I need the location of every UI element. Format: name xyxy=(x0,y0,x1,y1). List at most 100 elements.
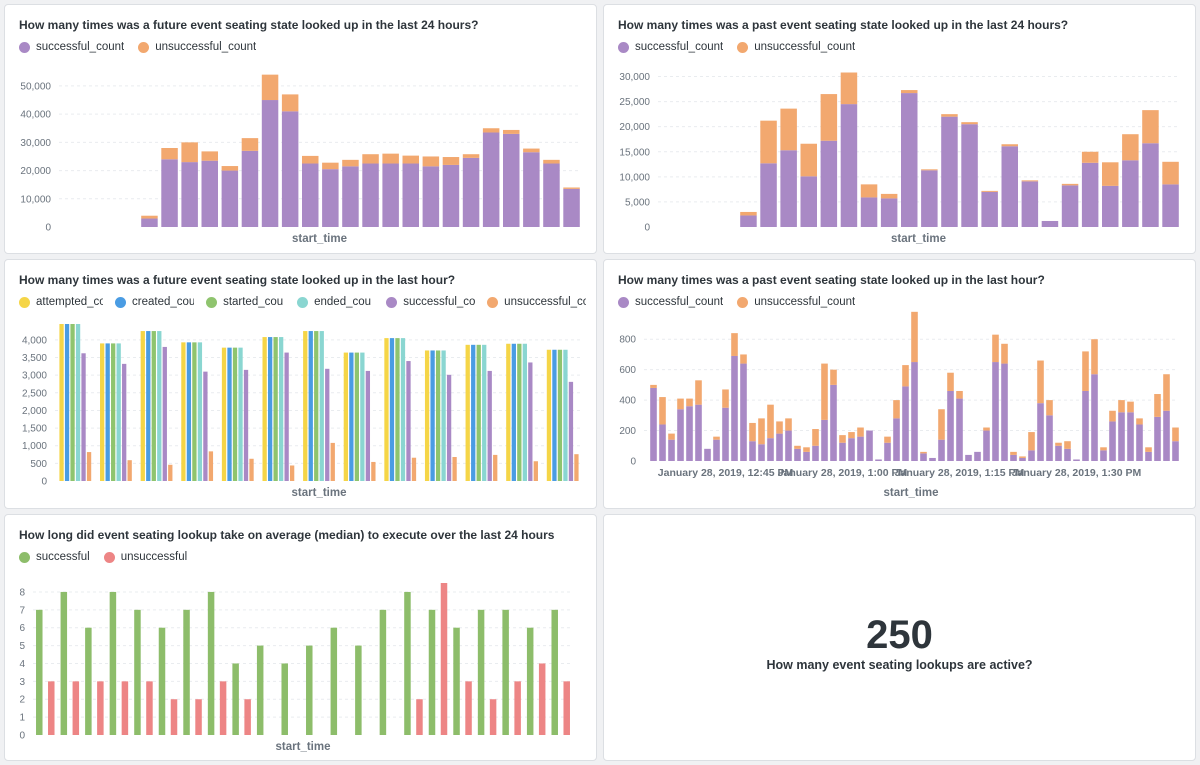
legend-item-unsuccessful[interactable]: unsuccessful xyxy=(103,551,187,563)
legend-item-unsuccessful[interactable]: unsuccessful_count xyxy=(737,41,855,53)
bar-unsuccessful xyxy=(902,365,909,387)
y-tick-label: 200 xyxy=(619,426,636,437)
bar-created-count xyxy=(146,331,151,481)
bar-unsuccessful xyxy=(1028,432,1035,451)
bar-unsuccessful xyxy=(462,154,480,158)
bar-successful xyxy=(812,445,819,461)
bar-started-count xyxy=(70,324,75,481)
y-tick-label: 3 xyxy=(19,677,25,688)
legend-item-created[interactable]: created_cou xyxy=(115,296,194,308)
bar-successful xyxy=(158,627,166,735)
legend-item-successful[interactable]: successful_count xyxy=(618,296,723,308)
legend-label: attempted_cou xyxy=(36,296,103,308)
bar-successful xyxy=(1082,390,1089,461)
y-tick-label: 20,000 xyxy=(20,166,51,177)
bar-unsuccessful xyxy=(830,369,837,385)
legend-dot-icon xyxy=(115,296,126,308)
legend-item-started[interactable]: started_cou xyxy=(206,296,285,308)
y-tick-label: 8 xyxy=(19,587,25,598)
bar-successful xyxy=(1162,184,1179,227)
x-axis-title: start_time xyxy=(276,741,331,753)
bar-started-count xyxy=(273,337,278,481)
bar-unsuccessful xyxy=(48,681,55,735)
bar-successful xyxy=(355,645,362,735)
bar-started-count xyxy=(192,342,197,481)
bar-started-count xyxy=(395,338,400,481)
legend-item-unsuccessful[interactable]: unsuccessful_count xyxy=(737,296,855,308)
bar-successful xyxy=(402,163,419,227)
bar-unsuccessful xyxy=(489,699,497,735)
bar-successful-count xyxy=(325,368,330,481)
bar-successful xyxy=(1163,410,1170,461)
bar-successful xyxy=(330,627,338,735)
bar-successful xyxy=(884,442,891,461)
bar-successful xyxy=(1109,421,1116,461)
bar-unsuccessful xyxy=(244,699,251,735)
x-tick-label: January 28, 2019, 1:15 PM xyxy=(895,467,1025,479)
bar-successful xyxy=(668,439,675,461)
legend-item-successful[interactable]: successful_count xyxy=(19,41,124,53)
bar-unsuccessful xyxy=(440,583,448,735)
bar-successful xyxy=(650,387,657,461)
legend-item-successful[interactable]: successful_count xyxy=(618,41,723,53)
bar-attempted-count xyxy=(303,331,308,481)
bar-unsuccessful xyxy=(195,699,202,735)
bar-successful xyxy=(36,609,43,735)
bar-successful xyxy=(241,150,259,227)
bar-successful xyxy=(543,163,560,227)
bar-successful xyxy=(659,424,666,461)
bar-unsuccessful xyxy=(1055,442,1062,446)
scalar-value: 250 xyxy=(866,613,933,657)
legend-label: successful_count xyxy=(635,41,724,53)
bar-created-count xyxy=(471,344,476,481)
bar-successful xyxy=(901,93,918,227)
bar-unsuccessful xyxy=(342,159,359,167)
legend-item-successful[interactable]: successful xyxy=(19,551,90,563)
legend-item-unsuccessful[interactable]: unsuccessful_cou xyxy=(487,296,586,308)
bar-unsuccessful xyxy=(221,166,239,171)
bar-unsuccessful xyxy=(201,151,218,161)
bar-successful xyxy=(503,133,520,227)
bar-successful xyxy=(523,152,540,227)
bar-successful xyxy=(1055,445,1062,461)
chart-plot[interactable]: 0 200 400 600 800 start_time January 28, 2019,… xyxy=(604,260,1196,509)
bar-successful-count xyxy=(162,346,167,481)
x-tick-label: January 28, 2019, 12:45 PM xyxy=(658,467,794,479)
bar-created-count xyxy=(349,352,354,481)
bar-unsuccessful xyxy=(767,404,774,439)
bar-successful xyxy=(921,170,938,227)
bar-unsuccessful xyxy=(981,190,998,192)
y-tick-label: 4 xyxy=(19,659,25,670)
chart-plot[interactable]: 0 5,000 10,000 15,000 20,000 25,000 30,000 star… xyxy=(604,5,1196,254)
bar-unsuccessful xyxy=(538,663,546,735)
bar-unsuccessful xyxy=(840,72,858,105)
chart-plot[interactable]: 0 1 2 3 4 5 6 7 8 start_time xyxy=(5,515,597,761)
bar-unsuccessful-count xyxy=(533,461,538,481)
legend-item-successful[interactable]: successful_cou xyxy=(386,296,475,308)
bar-unsuccessful xyxy=(281,94,299,112)
legend-item-ended[interactable]: ended_cou xyxy=(297,296,374,308)
bar-unsuccessful xyxy=(1081,151,1099,163)
bar-unsuccessful xyxy=(821,363,828,420)
bar-unsuccessful-count xyxy=(452,457,457,481)
bar-successful xyxy=(920,453,927,461)
legend-dot-icon xyxy=(618,41,629,53)
bar-unsuccessful-count xyxy=(330,442,335,481)
legend-item-unsuccessful[interactable]: unsuccessful_count xyxy=(138,41,256,53)
chart-plot[interactable]: 0 500 1,000 1,500 2,000 2,500 3,000 3,500 4,000 s… xyxy=(5,260,597,509)
y-tick-label: 50,000 xyxy=(20,81,51,92)
bar-unsuccessful xyxy=(72,681,80,735)
bar-attempted-count xyxy=(384,338,389,481)
y-tick-label: 1,500 xyxy=(22,424,47,435)
bar-unsuccessful xyxy=(402,155,419,164)
legend-dot-icon xyxy=(103,551,115,563)
bar-successful xyxy=(60,591,68,735)
chart-title: How many times was a past event seating … xyxy=(618,273,1045,287)
legend-item-attempted[interactable]: attempted_cou xyxy=(19,296,103,308)
bar-successful xyxy=(482,132,500,227)
bar-successful xyxy=(306,645,313,735)
bar-unsuccessful-count xyxy=(371,461,376,481)
bar-unsuccessful xyxy=(880,193,898,199)
bar-successful xyxy=(141,218,158,227)
chart-plot[interactable]: 0 10,000 20,000 30,000 40,000 50,000 start_tim… xyxy=(5,5,597,254)
